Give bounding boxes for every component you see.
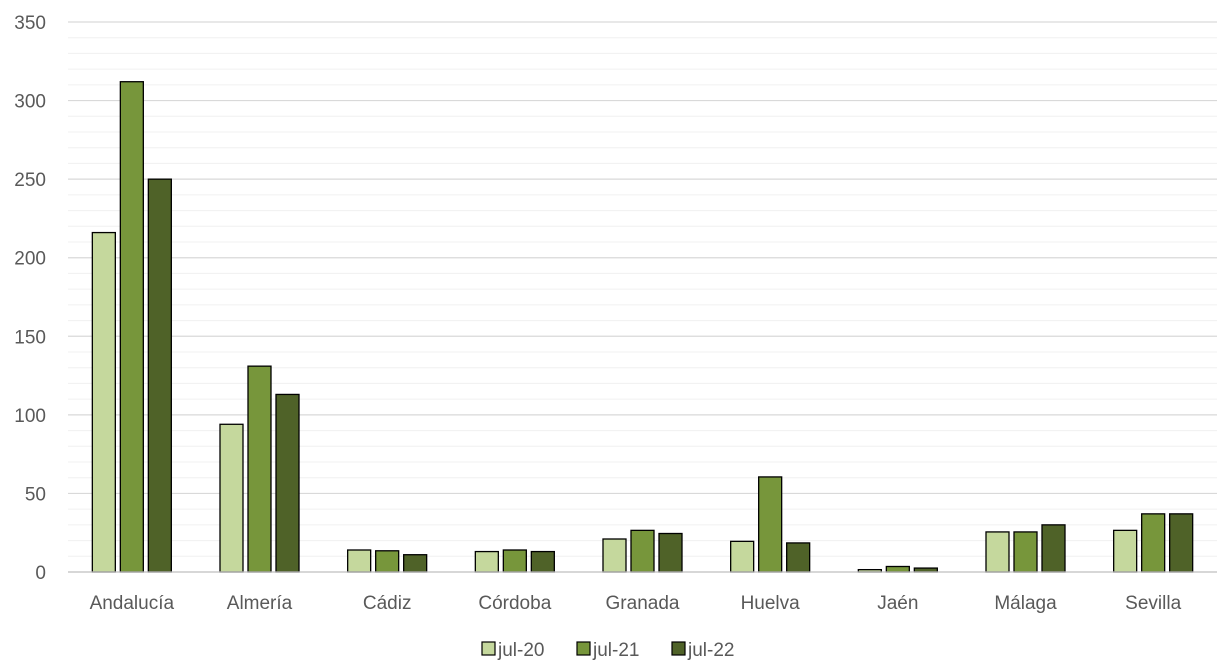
bar-jul-21 <box>630 529 655 573</box>
bar-jul-21 <box>885 565 910 573</box>
bar-jul-22 <box>403 554 428 573</box>
y-tick-label: 300 <box>14 92 46 113</box>
legend-swatch <box>576 641 591 656</box>
y-tick-label: 50 <box>25 484 46 505</box>
x-tick-label: Almería <box>227 593 293 614</box>
bar-jul-21 <box>119 81 144 573</box>
x-axis-ticks: Andalucía Almería Cádiz Córdoba Granada Huelv… <box>90 593 1182 614</box>
y-tick-label: 250 <box>14 170 46 191</box>
y-tick-label: 150 <box>14 327 46 348</box>
bar-jul-20 <box>219 423 244 573</box>
bar-jul-21 <box>502 549 527 573</box>
x-tick-label: Huelva <box>741 593 801 614</box>
bars <box>91 81 1194 573</box>
x-tick-label: Jaén <box>877 593 918 614</box>
bar-jul-22 <box>147 178 172 573</box>
bar-jul-20 <box>474 550 499 573</box>
bar-jul-20 <box>730 540 755 573</box>
legend-label: jul-21 <box>592 640 639 661</box>
bar-jul-22 <box>1041 524 1066 573</box>
legend-swatch <box>671 641 686 656</box>
x-tick-label: Cádiz <box>363 593 412 614</box>
y-tick-label: 100 <box>14 406 46 427</box>
bar-jul-20 <box>985 531 1010 573</box>
x-tick-label: Málaga <box>994 593 1057 614</box>
x-tick-label: Sevilla <box>1125 593 1181 614</box>
bar-jul-22 <box>786 542 811 573</box>
bar-jul-20 <box>91 231 116 573</box>
bar-jul-21 <box>247 365 272 573</box>
y-tick-label: 200 <box>14 249 46 270</box>
legend: jul-20 jul-21 jul-22 <box>481 640 734 661</box>
bar-jul-22 <box>275 393 300 573</box>
x-tick-label: Andalucía <box>90 593 175 614</box>
bar-jul-21 <box>758 476 783 573</box>
bar-jul-21 <box>375 550 400 573</box>
y-tick-label: 350 <box>14 13 46 34</box>
bar-jul-21 <box>1141 513 1166 573</box>
bar-jul-22 <box>530 550 555 573</box>
bar-jul-21 <box>1013 531 1038 573</box>
bar-jul-20 <box>602 538 627 573</box>
x-tick-label: Granada <box>606 593 680 614</box>
legend-label: jul-22 <box>687 640 734 661</box>
y-axis-ticks: 0 50 100 150 200 250 300 350 <box>14 13 46 584</box>
legend-label: jul-20 <box>497 640 544 661</box>
x-tick-label: Córdoba <box>478 593 551 614</box>
y-tick-label: 0 <box>35 563 46 584</box>
legend-swatch <box>481 641 496 656</box>
bar-jul-22 <box>1169 513 1194 573</box>
bar-jul-22 <box>658 532 683 573</box>
bar-jul-20 <box>347 549 372 573</box>
bar-jul-20 <box>1113 529 1138 573</box>
